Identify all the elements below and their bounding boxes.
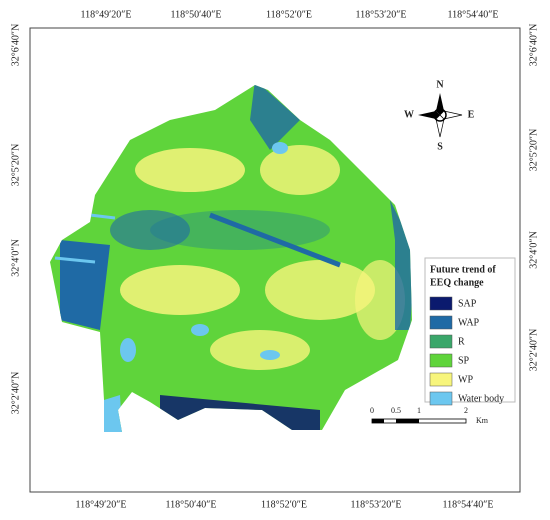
legend-swatch	[429, 372, 453, 387]
compass-s: S	[437, 141, 443, 152]
bottom-coord-label: 118°54′40″E	[442, 499, 493, 510]
legend: Future trend of EEQ change SAP WAP R SP WP Wate…	[429, 264, 504, 406]
legend-title: EEQ change	[430, 277, 484, 288]
right-coord-label: 32°6′40″N	[528, 24, 539, 67]
legend-swatch	[429, 334, 453, 349]
scale-bar: 0 0.5 1 2 Km	[370, 406, 489, 425]
map-frame	[29, 27, 521, 493]
legend-label: WAP	[458, 317, 480, 328]
legend-label: SP	[458, 355, 470, 366]
compass-n: N	[436, 79, 444, 90]
compass: N S E W	[404, 79, 475, 152]
left-coord-label: 32°4′0″N	[10, 239, 21, 277]
left-coord-label: 32°6′40″N	[10, 24, 21, 67]
legend-label: SAP	[458, 298, 477, 309]
scale-label: 0	[370, 406, 374, 415]
left-coord-label: 32°5′20″N	[10, 144, 21, 187]
legend-title: Future trend of	[430, 264, 496, 275]
bottom-coord-label: 118°53′20″E	[350, 499, 401, 510]
legend-label: Water body	[458, 393, 504, 404]
scale-label: 0.5	[391, 406, 401, 415]
left-coord-label: 32°2′40″N	[10, 372, 21, 415]
legend-label: R	[458, 336, 465, 347]
top-coord-label: 118°53′20″E	[355, 9, 406, 20]
scale-label: 2	[464, 406, 468, 415]
legend-swatch	[429, 296, 453, 311]
scale-label: 1	[417, 406, 421, 415]
right-coord-label: 32°5′20″N	[528, 129, 539, 172]
coordinate-labels: 118°49′20″E 118°50′40″E 118°52′0″E 118°53′2…	[10, 9, 539, 510]
top-coord-label: 118°54′40″E	[447, 9, 498, 20]
bottom-coord-label: 118°50′40″E	[165, 499, 216, 510]
legend-swatch	[429, 391, 453, 406]
top-coord-label: 118°52′0″E	[266, 9, 312, 20]
right-coord-label: 32°4′0″N	[528, 231, 539, 269]
top-coord-label: 118°49′20″E	[80, 9, 131, 20]
top-coord-label: 118°50′40″E	[170, 9, 221, 20]
legend-swatch	[429, 353, 453, 368]
right-coord-label: 32°2′40″N	[528, 329, 539, 372]
eeq-raster	[50, 85, 412, 432]
scale-unit: Km	[476, 416, 489, 425]
legend-label: WP	[458, 374, 473, 385]
compass-w: W	[404, 109, 414, 120]
compass-e: E	[468, 109, 475, 120]
bottom-coord-label: 118°52′0″E	[261, 499, 307, 510]
legend-swatch	[429, 315, 453, 330]
bottom-coord-label: 118°49′20″E	[75, 499, 126, 510]
